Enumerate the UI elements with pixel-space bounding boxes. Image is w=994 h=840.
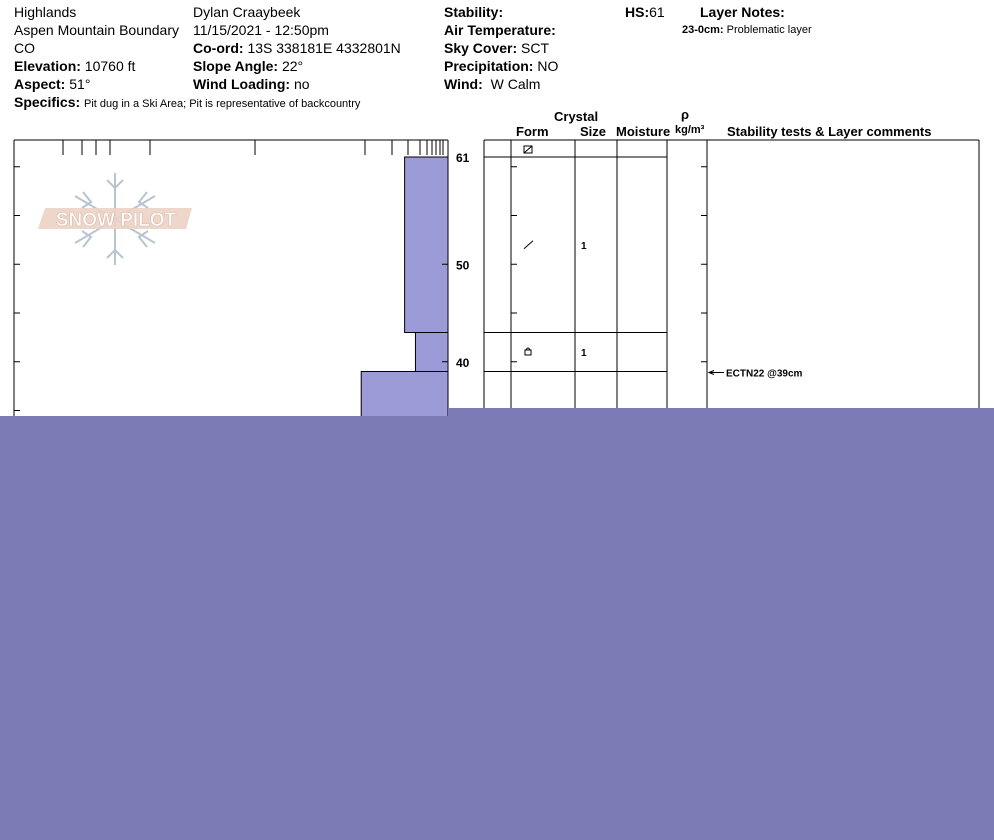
- layer-bars: [360, 156, 449, 753]
- elevation-value: 10760 ft: [84, 58, 136, 74]
- surface-hoar-slash: [523, 145, 533, 154]
- wind-label: Wind:: [444, 76, 483, 92]
- precip-label: Precipitation:: [444, 58, 534, 74]
- layer-note-text: Problematic layer: [726, 24, 812, 36]
- elevation-label: Elevation:: [14, 58, 81, 74]
- specifics-value: Pit dug in a Ski Area; Pit is representa…: [84, 98, 361, 110]
- depth-tick-label: 61: [456, 151, 470, 165]
- depth-tick-label: 50: [456, 258, 470, 272]
- layer-notes-label: Layer Notes:: [700, 4, 785, 20]
- hs-row: HS:61: [625, 3, 665, 21]
- depth-tick-label: 40: [456, 356, 470, 370]
- observer: Dylan Craaybeek: [193, 4, 301, 20]
- col-size: Size: [580, 124, 607, 139]
- aspect-row: Aspect: 51°: [14, 75, 90, 93]
- hardness-axis: [13, 139, 449, 558]
- depth-ticks: 61 50 40: [442, 151, 470, 370]
- air-temp-label: Air Temperature:: [444, 22, 556, 38]
- col-moisture: Moisture: [616, 124, 671, 139]
- size-value-0: 1: [581, 241, 587, 252]
- area: Aspen Mountain Boundary: [14, 22, 179, 38]
- size-value-1: 1: [581, 348, 587, 359]
- sky-label: Sky Cover:: [444, 40, 518, 56]
- stability-tests: ECTN22 @39cm: [707, 369, 803, 380]
- wind-row: Wind: W Calm: [444, 75, 540, 93]
- wind-loading-row: Wind Loading: no: [193, 75, 310, 93]
- test-label: ECTN22 @39cm: [726, 369, 803, 380]
- snow-pilot-logo: SNOW PILOT: [38, 173, 192, 265]
- col-crystal: Crystal: [554, 109, 599, 124]
- aspect-value: 51°: [69, 76, 91, 92]
- layer-bar-2: [360, 371, 449, 753]
- datetime: 11/15/2021 - 12:50pm: [193, 22, 329, 38]
- specifics-row: Specifics: Pit dug in a Ski Area; Pit is…: [14, 93, 360, 111]
- decomposing-fragments-icon: [523, 240, 534, 250]
- location: Highlands: [14, 4, 77, 20]
- aspect-label: Aspect:: [14, 76, 66, 92]
- state: CO: [14, 40, 35, 56]
- wind-loading-value: no: [293, 76, 310, 92]
- slope-label: Slope Angle:: [193, 58, 279, 74]
- layer-bar-1: [414, 332, 449, 372]
- coord-label: Co-ord:: [193, 40, 244, 56]
- slope-row: Slope Angle: 22°: [193, 57, 303, 75]
- layer-table: 11: [483, 139, 980, 558]
- layer-note: 23-0cm: Problematic layer: [682, 23, 812, 37]
- hs-value: 61: [649, 4, 665, 20]
- precip-row: Precipitation: NO: [444, 57, 558, 75]
- col-form: Form: [516, 124, 549, 139]
- precip-value: NO: [537, 58, 559, 74]
- hs-label: HS:: [625, 4, 650, 20]
- layer-note-depth: 23-0cm:: [682, 24, 724, 36]
- wind-loading-label: Wind Loading:: [193, 76, 291, 92]
- stability-label: Stability:: [444, 4, 504, 20]
- col-comments: Stability tests & Layer comments: [727, 124, 932, 139]
- faceted-crystals-icon: [524, 347, 532, 356]
- slope-value: 22°: [281, 58, 304, 74]
- coord-row: Co-ord: 13S 338181E 4332801N: [193, 39, 401, 57]
- facet-top: [525, 347, 531, 351]
- layer-bar-0: [404, 156, 449, 333]
- specifics-label: Specifics:: [14, 94, 81, 110]
- sky-row: Sky Cover: SCT: [444, 39, 549, 57]
- facet-box: [524, 349, 532, 356]
- wind-value: W Calm: [490, 76, 541, 92]
- surface-hoar-icon: [523, 145, 533, 154]
- elevation-row: Elevation: 10760 ft: [14, 57, 135, 75]
- sky-value: SCT: [521, 40, 550, 56]
- test-pointer-arrow: [707, 370, 715, 375]
- coord-value: 13S 338181E 4332801N: [247, 40, 401, 56]
- surface-hoar-box: [523, 145, 533, 154]
- svg-text:SNOW PILOT: SNOW PILOT: [56, 210, 177, 231]
- col-density-unit: kg/m³: [675, 124, 705, 136]
- col-rho: ρ: [681, 107, 690, 122]
